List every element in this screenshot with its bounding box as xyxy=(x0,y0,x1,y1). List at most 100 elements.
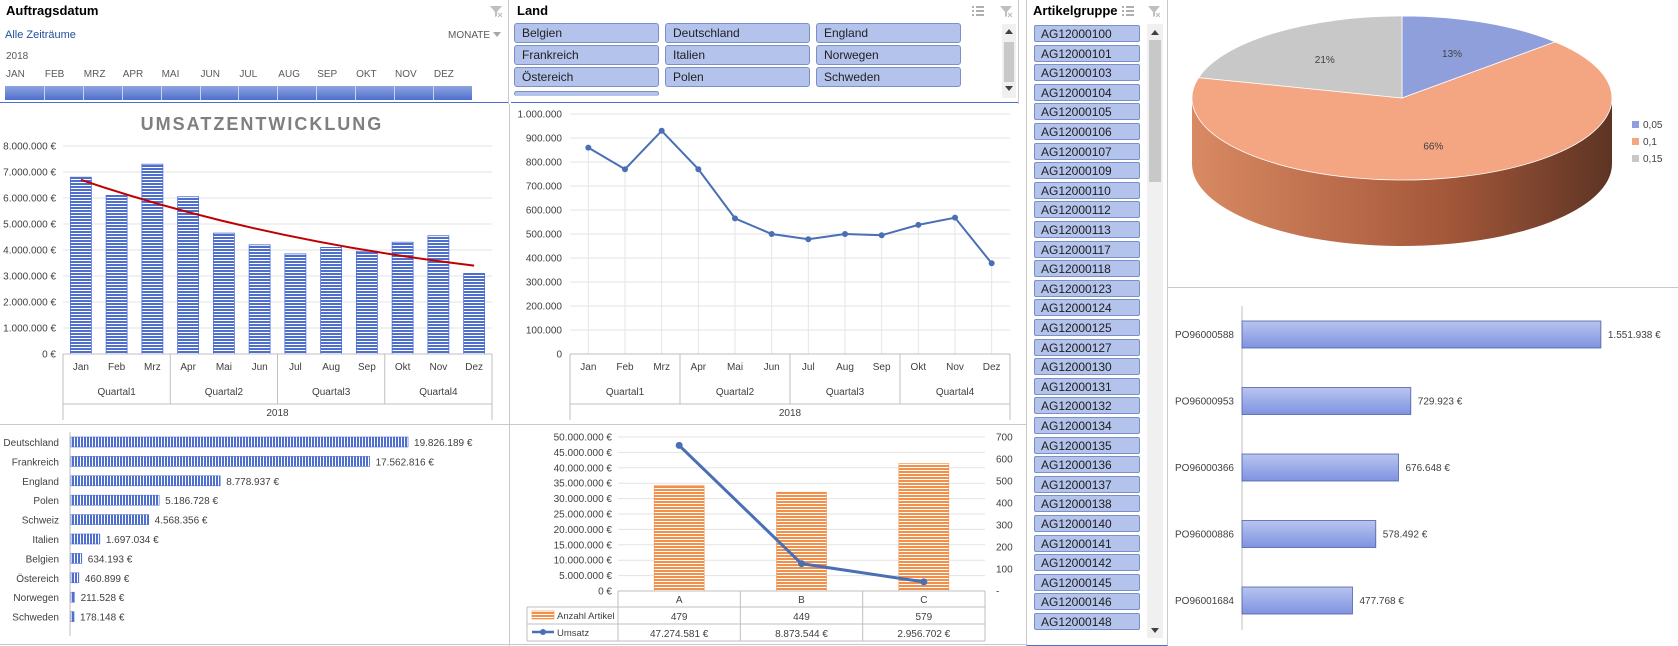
artikelgruppe-item[interactable]: AG12000110 xyxy=(1034,181,1140,199)
quarter-label: Quartal3 xyxy=(826,387,865,398)
artikelgruppe-item[interactable]: AG12000135 xyxy=(1034,436,1140,454)
artikelgruppe-item[interactable]: AG12000112 xyxy=(1034,201,1140,219)
land-item-partial[interactable] xyxy=(514,91,659,96)
artikelgruppe-item[interactable]: AG12000113 xyxy=(1034,221,1140,238)
artikelgruppe-item[interactable]: AG12000118 xyxy=(1034,260,1140,278)
artikelgruppe-item[interactable]: AG12000142 xyxy=(1034,554,1140,572)
quarter-label: Quartal1 xyxy=(606,387,645,398)
artikelgruppe-item[interactable]: AG12000117 xyxy=(1034,240,1140,258)
country-bar xyxy=(70,514,149,525)
multi-select-icon[interactable] xyxy=(971,4,985,18)
artikelgruppe-item[interactable]: AG12000123 xyxy=(1034,279,1140,297)
chevron-down-icon[interactable] xyxy=(493,32,501,38)
timeline-month[interactable]: JUL xyxy=(239,69,258,80)
artikelgruppe-item[interactable]: AG12000103 xyxy=(1034,64,1140,82)
x-tick-label: B xyxy=(798,595,805,606)
artikelgruppe-item[interactable]: AG12000134 xyxy=(1034,417,1140,434)
x-tick-label: Okt xyxy=(395,362,411,373)
timeline-range-label[interactable]: Alle Zeiträume xyxy=(5,29,76,41)
artikelgruppe-item[interactable]: AG12000132 xyxy=(1034,397,1140,415)
x-tick-label: Sep xyxy=(358,362,376,373)
artikelgruppe-item[interactable]: AG12000141 xyxy=(1034,534,1140,552)
legend-swatch-anzahl xyxy=(531,610,555,620)
artikelgruppe-item[interactable]: AG12000140 xyxy=(1034,515,1140,532)
scroll-up-icon[interactable] xyxy=(1151,29,1159,35)
land-item-belgien[interactable]: Belgien xyxy=(514,23,659,43)
artikelgruppe-item[interactable]: AG12000131 xyxy=(1034,377,1140,395)
land-item-frankreich[interactable]: Frankreich xyxy=(514,45,659,65)
timeline-month[interactable]: FEB xyxy=(44,69,65,80)
timeline-month[interactable]: JUN xyxy=(200,69,220,80)
land-slicer[interactable]: Land Belgien Deutschland England Frankreich… xyxy=(511,0,1019,104)
timeline-month[interactable]: AUG xyxy=(278,69,300,80)
land-item-england[interactable]: England xyxy=(816,23,961,43)
scroll-down-icon[interactable] xyxy=(1005,86,1013,92)
timeline-month[interactable]: JAN xyxy=(6,69,25,80)
artikelgruppe-item[interactable]: AG12000100 xyxy=(1034,25,1140,42)
x-tick-label: Mrz xyxy=(653,362,670,373)
clear-filter-icon[interactable] xyxy=(489,4,503,18)
timeline-month[interactable]: MRZ xyxy=(83,69,106,80)
land-scroll-thumb[interactable] xyxy=(1004,42,1014,82)
land-item-deutschland[interactable]: Deutschland xyxy=(665,23,810,43)
land-item-polen[interactable]: Polen xyxy=(665,67,810,87)
land-item-norwegen[interactable]: Norwegen xyxy=(816,45,961,65)
artikelgruppe-item[interactable]: AG12000125 xyxy=(1034,319,1140,336)
y-tick-label: 3.000.000 € xyxy=(3,272,56,283)
artikelgruppe-item[interactable]: AG12000136 xyxy=(1034,456,1140,474)
scroll-down-icon[interactable] xyxy=(1151,628,1159,634)
artikelgruppe-item[interactable]: AG12000124 xyxy=(1034,299,1140,317)
pie-slice xyxy=(1197,15,1403,99)
quarter-label: Quartal4 xyxy=(936,387,975,398)
line-point xyxy=(988,260,995,267)
artikel-scroll-thumb[interactable] xyxy=(1149,40,1161,182)
pie-data-label: 13% xyxy=(1442,49,1462,60)
artikelgruppe-item[interactable]: AG12000130 xyxy=(1034,358,1140,376)
timeline-month[interactable]: APR xyxy=(122,69,144,80)
x-tick-label: Mai xyxy=(727,362,743,373)
umsatz-bar xyxy=(391,241,414,355)
category-label: PO96000588 xyxy=(1175,330,1234,341)
multi-select-icon[interactable] xyxy=(1121,4,1135,18)
y-tick-label: 8.000.000 € xyxy=(3,142,56,153)
artikelgruppe-item[interactable]: AG12000145 xyxy=(1034,573,1140,591)
timeline-year: 2018 xyxy=(6,51,29,62)
artikelgruppe-item[interactable]: AG12000109 xyxy=(1034,162,1140,180)
land-item-östereich[interactable]: Östereich xyxy=(514,67,659,87)
timeline-month[interactable]: OKT xyxy=(356,69,377,80)
timeline-month[interactable]: SEP xyxy=(317,69,338,80)
category-label: Frankreich xyxy=(12,457,59,468)
artikelgruppe-item[interactable]: AG12000137 xyxy=(1034,475,1140,493)
timeline-month-divider xyxy=(277,86,279,100)
timeline-month[interactable]: NOV xyxy=(395,69,417,80)
timeline-month-divider xyxy=(121,86,123,100)
clear-filter-icon[interactable] xyxy=(1147,4,1161,18)
artikelgruppe-item[interactable]: AG12000148 xyxy=(1034,613,1140,630)
data-label: 676.648 € xyxy=(1405,463,1450,474)
line-point xyxy=(842,231,848,237)
x-tick-label: Sep xyxy=(873,362,891,373)
data-label: 729.923 € xyxy=(1418,397,1463,408)
clear-filter-icon[interactable] xyxy=(999,4,1013,18)
line-point xyxy=(658,127,665,134)
quarter-label: Quartal2 xyxy=(716,387,755,398)
artikelgruppe-item[interactable]: AG12000105 xyxy=(1034,103,1140,121)
scroll-up-icon[interactable] xyxy=(1005,28,1013,34)
data-label: 1.551.938 € xyxy=(1608,330,1661,341)
artikelgruppe-item[interactable]: AG12000107 xyxy=(1034,142,1140,160)
land-item-schweden[interactable]: Schweden xyxy=(816,67,961,87)
artikelgruppe-item[interactable]: AG12000106 xyxy=(1034,123,1140,140)
land-item-italien[interactable]: Italien xyxy=(665,45,810,65)
timeline-level-label[interactable]: MONATE xyxy=(448,30,491,41)
x-tick-label: Apr xyxy=(180,362,196,373)
data-label: 19.826.189 € xyxy=(414,438,473,449)
artikelgruppe-item[interactable]: AG12000146 xyxy=(1034,593,1140,611)
artikelgruppe-item[interactable]: AG12000104 xyxy=(1034,83,1140,101)
artikelgruppe-item[interactable]: AG12000138 xyxy=(1034,495,1140,513)
timeline-month[interactable]: MAI xyxy=(161,69,180,80)
artikelgruppe-item[interactable]: AG12000127 xyxy=(1034,338,1140,356)
timeline-slicer[interactable]: Auftragsdatum Alle Zeiträume MONATE 2018… xyxy=(0,0,509,104)
timeline-month[interactable]: DEZ xyxy=(433,69,454,80)
artikelgruppe-item[interactable]: AG12000101 xyxy=(1034,44,1140,62)
quarter-label: Quartal4 xyxy=(419,387,458,398)
